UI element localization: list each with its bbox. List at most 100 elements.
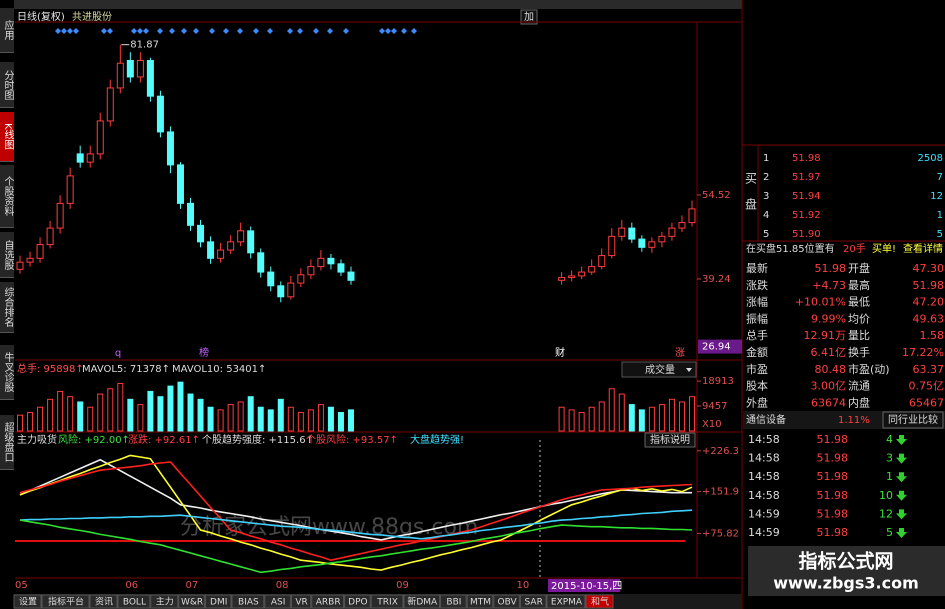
trade-volume: 5 bbox=[886, 526, 893, 539]
toolbar-tab-label[interactable]: 设置 bbox=[19, 597, 37, 608]
toolbar-tab-label[interactable]: DMI bbox=[210, 598, 227, 608]
cursor-price: 26.94 bbox=[702, 342, 731, 353]
toolbar-tab[interactable] bbox=[89, 594, 118, 609]
candle-body bbox=[618, 227, 626, 237]
sidebar: 应用分时图 K线图个股资料自选股综合排名牛叉诊股超级盘口 bbox=[0, 0, 14, 609]
volume-bar bbox=[17, 414, 24, 432]
quote-label: 流通 bbox=[848, 379, 870, 393]
industry-name: 通信设备 bbox=[746, 413, 786, 426]
toolbar-tab[interactable] bbox=[466, 594, 494, 609]
toolbar-tab[interactable] bbox=[403, 594, 441, 609]
volume-bar bbox=[147, 390, 154, 432]
toolbar-tab-label[interactable]: OBV bbox=[498, 598, 518, 608]
volume-bar bbox=[67, 396, 74, 432]
trade-time: 14:58 bbox=[748, 470, 780, 483]
candle-body bbox=[297, 274, 305, 284]
toolbar-tab-label[interactable]: BIAS bbox=[238, 598, 259, 608]
toolbar-tab-label[interactable]: BBI bbox=[446, 598, 461, 608]
toolbar-tab-label[interactable]: MTM bbox=[470, 598, 491, 608]
toolbar-tab[interactable] bbox=[585, 594, 614, 609]
indicator-line bbox=[19, 509, 693, 540]
indicator-help-button[interactable] bbox=[644, 432, 696, 448]
candle-body bbox=[277, 285, 285, 298]
toolbar-tab[interactable] bbox=[370, 594, 404, 609]
toolbar-tab-label[interactable]: 主力 bbox=[156, 596, 174, 608]
toolbar-tab[interactable] bbox=[290, 594, 312, 609]
toolbar-tab-label[interactable]: 指标平台 bbox=[48, 596, 84, 608]
side-tab[interactable]: 分时图 bbox=[0, 62, 14, 108]
event-marker bbox=[209, 28, 215, 34]
toolbar-tab[interactable] bbox=[204, 594, 232, 609]
toolbar-tab-label[interactable]: VR bbox=[295, 598, 307, 608]
order-alert: 买单! bbox=[872, 243, 896, 255]
toolbar-tab-label[interactable]: TRIX bbox=[376, 598, 398, 608]
side-tab[interactable]: 综合排名 bbox=[0, 282, 14, 333]
toolbar-tab[interactable] bbox=[178, 594, 205, 609]
volume-selector[interactable] bbox=[621, 361, 697, 378]
y-tick-label: +226.3 bbox=[702, 446, 739, 457]
toolbar-tab-label[interactable]: 和气 bbox=[591, 596, 609, 608]
industry-compare-label[interactable]: 同行业比较 bbox=[888, 413, 938, 426]
toolbar-tab[interactable] bbox=[519, 594, 547, 609]
toolbar-tab[interactable] bbox=[117, 594, 151, 609]
volume-readout: 总手: 95898↑ bbox=[17, 362, 84, 375]
toolbar-tab[interactable] bbox=[150, 594, 179, 609]
toolbar-tab-label[interactable]: 新DMA bbox=[407, 596, 438, 608]
side-tab[interactable]: 超级盘口 bbox=[0, 415, 14, 470]
volume-unit: X10 bbox=[702, 419, 722, 430]
candle-body bbox=[578, 271, 586, 277]
order-level: 4 bbox=[763, 210, 769, 221]
toolbar-tab[interactable] bbox=[264, 594, 291, 609]
volume-selector-label[interactable]: 成交量 bbox=[645, 363, 675, 376]
order-alert[interactable]: 查看详情 bbox=[903, 242, 943, 255]
order-volume: 1 bbox=[937, 210, 943, 221]
order-volume: 12 bbox=[930, 191, 943, 202]
volume-bar bbox=[127, 398, 134, 432]
event-marker bbox=[193, 28, 199, 34]
toolbar-tab-label[interactable]: EXPMA bbox=[551, 598, 583, 608]
quote-label: 内盘 bbox=[848, 395, 870, 409]
x-tick-label: 07 bbox=[186, 580, 199, 591]
toolbar-tab-label[interactable]: 资讯 bbox=[95, 597, 113, 608]
toolbar-tab[interactable] bbox=[41, 594, 90, 609]
side-tab[interactable]: 个股资料 bbox=[0, 165, 14, 228]
quote-value: 47.30 bbox=[913, 262, 945, 275]
event-marker bbox=[157, 28, 163, 34]
toolbar-tab[interactable] bbox=[493, 594, 520, 609]
side-tab[interactable]: 应用 bbox=[0, 8, 14, 53]
volume-readout: MAVOL10: 53401↑ bbox=[172, 364, 266, 375]
quote-label: 市盈 bbox=[746, 362, 768, 376]
side-tab[interactable]: 牛叉诊股 bbox=[0, 345, 14, 400]
add-button[interactable] bbox=[520, 9, 538, 25]
candle-body bbox=[668, 227, 676, 237]
quote-label: 涨幅 bbox=[746, 296, 768, 309]
volume-bar bbox=[337, 412, 344, 432]
toolbar-tab[interactable] bbox=[344, 594, 371, 609]
candle-body bbox=[26, 257, 34, 263]
toolbar-tab-label[interactable]: W&R bbox=[181, 598, 203, 608]
volume-bar bbox=[227, 404, 234, 432]
industry-compare-button[interactable] bbox=[882, 411, 944, 429]
toolbar-tab[interactable] bbox=[440, 594, 467, 609]
toolbar-tab-label[interactable]: SAR bbox=[525, 598, 543, 608]
event-marker bbox=[131, 28, 137, 34]
volume-bar bbox=[327, 406, 334, 432]
event-marker bbox=[101, 28, 107, 34]
toolbar-tab-label[interactable]: ARBR bbox=[316, 598, 341, 608]
volume-bar bbox=[167, 385, 174, 432]
indicator-help-label[interactable]: 指标说明 bbox=[650, 433, 690, 446]
volume-bar bbox=[568, 409, 575, 432]
side-tab[interactable]: K线图 bbox=[0, 112, 14, 162]
toolbar-tab[interactable] bbox=[13, 594, 42, 609]
toolbar-tab[interactable] bbox=[311, 594, 345, 609]
add-button-label[interactable]: 加 bbox=[524, 11, 534, 23]
volume-bar bbox=[47, 398, 54, 432]
toolbar-tab[interactable] bbox=[546, 594, 586, 609]
quote-value: 1.58 bbox=[920, 329, 945, 342]
side-tab[interactable]: 自选股 bbox=[0, 232, 14, 278]
toolbar-tab-label[interactable]: BOLL bbox=[123, 598, 146, 608]
toolbar-tab-label[interactable]: DPO bbox=[348, 598, 367, 608]
toolbar-tab[interactable] bbox=[231, 594, 265, 609]
toolbar-tab-label[interactable]: ASI bbox=[271, 598, 286, 608]
